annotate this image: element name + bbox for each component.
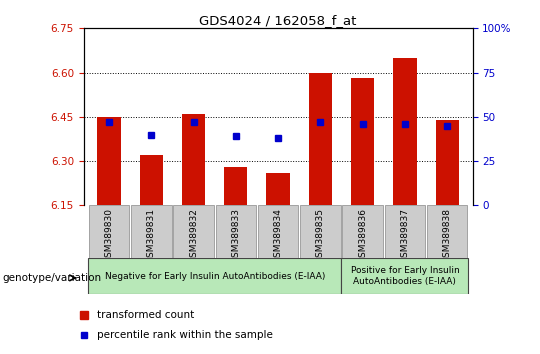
Bar bbox=[97, 117, 120, 205]
Text: GSM389831: GSM389831 bbox=[147, 208, 156, 263]
Text: GSM389835: GSM389835 bbox=[316, 208, 325, 263]
FancyBboxPatch shape bbox=[258, 205, 299, 258]
FancyBboxPatch shape bbox=[89, 205, 130, 258]
Text: GSM389837: GSM389837 bbox=[400, 208, 409, 263]
Text: GSM389830: GSM389830 bbox=[105, 208, 113, 263]
FancyBboxPatch shape bbox=[341, 258, 468, 294]
FancyBboxPatch shape bbox=[88, 258, 341, 294]
FancyBboxPatch shape bbox=[173, 205, 214, 258]
Text: GSM389832: GSM389832 bbox=[189, 208, 198, 263]
FancyBboxPatch shape bbox=[300, 205, 341, 258]
FancyBboxPatch shape bbox=[131, 205, 172, 258]
Bar bbox=[436, 120, 459, 205]
Bar bbox=[266, 173, 290, 205]
Text: transformed count: transformed count bbox=[97, 310, 194, 320]
FancyBboxPatch shape bbox=[427, 205, 468, 258]
Bar bbox=[140, 155, 163, 205]
Bar bbox=[309, 73, 332, 205]
Text: Negative for Early Insulin AutoAntibodies (E-IAA): Negative for Early Insulin AutoAntibodie… bbox=[105, 272, 325, 281]
Bar bbox=[224, 167, 247, 205]
Bar bbox=[182, 114, 205, 205]
Text: GSM389834: GSM389834 bbox=[274, 208, 282, 263]
Text: GSM389836: GSM389836 bbox=[358, 208, 367, 263]
FancyBboxPatch shape bbox=[384, 205, 425, 258]
Text: percentile rank within the sample: percentile rank within the sample bbox=[97, 330, 273, 341]
Text: genotype/variation: genotype/variation bbox=[3, 273, 102, 283]
Text: Positive for Early Insulin
AutoAntibodies (E-IAA): Positive for Early Insulin AutoAntibodie… bbox=[350, 267, 459, 286]
Text: GSM389833: GSM389833 bbox=[231, 208, 240, 263]
Title: GDS4024 / 162058_f_at: GDS4024 / 162058_f_at bbox=[199, 14, 357, 27]
FancyBboxPatch shape bbox=[215, 205, 256, 258]
FancyBboxPatch shape bbox=[342, 205, 383, 258]
Text: GSM389838: GSM389838 bbox=[443, 208, 451, 263]
Bar bbox=[351, 79, 374, 205]
Bar bbox=[393, 58, 416, 205]
